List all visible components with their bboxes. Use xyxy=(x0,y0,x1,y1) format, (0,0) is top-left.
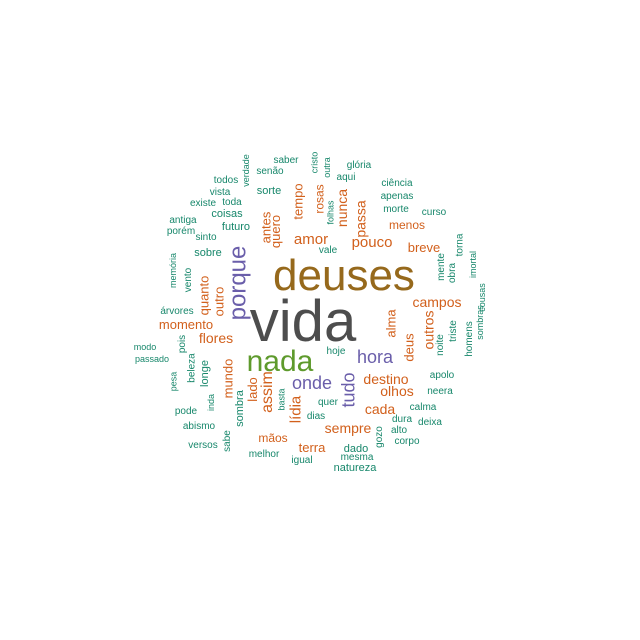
word: dura xyxy=(391,414,412,425)
word: calma xyxy=(409,402,437,413)
word: abismo xyxy=(182,421,216,432)
word: outro xyxy=(211,286,227,316)
word: aqui xyxy=(336,172,356,183)
word: basta xyxy=(276,387,287,411)
word: porém xyxy=(166,226,196,237)
word: deus xyxy=(401,332,417,362)
word: memória xyxy=(168,252,179,288)
word: pode xyxy=(174,406,198,417)
word: quanto xyxy=(196,275,212,315)
word: verdade xyxy=(240,153,251,187)
word: menos xyxy=(388,218,426,232)
word: todos xyxy=(213,175,239,186)
word: nunca xyxy=(334,188,350,228)
word: imortal xyxy=(468,250,479,278)
word: mãos xyxy=(258,431,288,445)
word: passado xyxy=(134,353,170,364)
word: folhas xyxy=(325,199,336,225)
word: vale xyxy=(318,245,338,256)
word: amor xyxy=(293,230,329,248)
word: pois xyxy=(176,334,188,354)
word: vista xyxy=(209,187,231,198)
word: beleza xyxy=(187,353,198,383)
word: versos xyxy=(188,440,218,451)
word: lado xyxy=(244,376,260,402)
word: noite xyxy=(435,334,446,356)
word: olhos xyxy=(380,383,414,399)
word: onde xyxy=(291,373,333,393)
word: outros xyxy=(419,310,436,350)
word: tempo xyxy=(290,182,306,220)
word: pesa xyxy=(168,371,179,391)
word: futuro xyxy=(221,220,251,233)
word: toda xyxy=(222,197,242,208)
word: assim xyxy=(259,371,276,413)
word: triste xyxy=(447,320,459,342)
word: pouco xyxy=(351,233,393,251)
word: modo xyxy=(133,341,157,352)
word: sorte xyxy=(256,184,282,197)
word: hora xyxy=(356,347,394,367)
word: ciência xyxy=(381,178,413,189)
word: apenas xyxy=(380,191,414,202)
word: deixa xyxy=(418,417,442,428)
word: natureza xyxy=(333,461,377,474)
word: sombra xyxy=(233,389,246,427)
word: flores xyxy=(198,330,234,346)
word: deuses xyxy=(273,251,415,300)
word: coisas xyxy=(211,207,243,220)
word: cristo xyxy=(309,151,320,173)
word: saber xyxy=(273,155,299,166)
word: cada xyxy=(364,401,396,417)
word: quer xyxy=(317,397,338,408)
word: sempre xyxy=(324,420,372,436)
word: nada xyxy=(246,345,314,378)
word: neera xyxy=(427,386,453,397)
word: mesma xyxy=(340,452,374,463)
word: existe xyxy=(189,198,217,209)
word: dias xyxy=(306,411,326,422)
word: gozo xyxy=(374,426,385,448)
word: longe xyxy=(198,359,211,387)
word: destino xyxy=(363,371,409,387)
word: antes xyxy=(258,211,274,243)
word: melhor xyxy=(248,449,280,460)
word: alto xyxy=(390,425,408,436)
word: momento xyxy=(158,316,214,332)
word: campos xyxy=(412,294,462,310)
word: sombras xyxy=(474,304,485,340)
word: rosas xyxy=(313,184,327,214)
word: tudo xyxy=(338,372,359,408)
word: dado xyxy=(343,442,369,455)
word: sabe xyxy=(222,430,233,452)
word: apolo xyxy=(429,370,455,381)
word: senão xyxy=(256,166,284,177)
word: mundo xyxy=(220,358,236,398)
word: glória xyxy=(346,160,372,171)
word: mente xyxy=(435,253,447,281)
word: hoje xyxy=(326,346,346,357)
word: terra xyxy=(298,439,326,455)
word: porque xyxy=(223,245,251,321)
word: sobre xyxy=(194,246,222,259)
word: sinto xyxy=(195,232,217,243)
word: antiga xyxy=(169,215,197,226)
word: igual xyxy=(291,455,313,466)
word: torna xyxy=(453,233,465,257)
word: homens xyxy=(463,321,475,357)
word: obra xyxy=(446,262,458,284)
word: curso xyxy=(421,207,447,218)
word: vento xyxy=(183,267,194,293)
word: árvores xyxy=(160,306,194,317)
word: vida xyxy=(249,289,357,354)
word: passa xyxy=(352,200,369,238)
word: outra xyxy=(321,156,332,178)
word: corpo xyxy=(394,436,420,447)
word: lídia xyxy=(287,395,305,423)
word: morte xyxy=(383,204,409,215)
word: breve xyxy=(407,239,441,255)
word: inda xyxy=(206,393,217,411)
word: alma xyxy=(383,308,399,338)
